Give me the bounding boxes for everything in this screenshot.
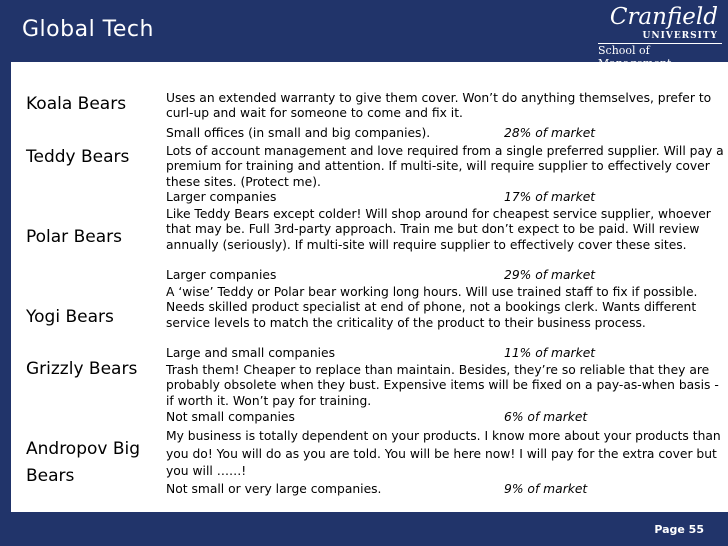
segment-companies: Large and small companies — [166, 346, 335, 360]
segment-name: Grizzly Bears — [26, 359, 138, 379]
segment-description: Uses an extended warranty to give them c… — [166, 91, 712, 121]
segment-stats: Small offices (in small and big companie… — [166, 126, 728, 141]
cranfield-logo: Cranfield UNIVERSITY School of Managemen… — [598, 4, 722, 70]
slide-header: Global Tech Cranfield UNIVERSITY School … — [0, 0, 728, 70]
segment-stats: Larger companies 29% of market — [166, 268, 728, 283]
segment-stats: Not small or very large companies. 9% of… — [166, 482, 728, 497]
segment-stats: Not small companies 6% of market — [166, 410, 728, 425]
left-accent-bar — [0, 62, 11, 512]
segment-market-share: 11% of market — [504, 346, 596, 360]
segment-description: My business is totally dependent on your… — [166, 429, 721, 478]
segment-market-share: 17% of market — [504, 190, 596, 204]
segment-companies: Small offices (in small and big companie… — [166, 126, 431, 140]
segment-name: Andropov Big Bears — [26, 439, 141, 486]
logo-brand: Cranfield — [609, 4, 718, 30]
segment-name: Teddy Bears — [26, 147, 130, 167]
segment-description: Like Teddy Bears except colder! Will sho… — [166, 207, 711, 252]
segment-description: Lots of account management and love requ… — [166, 144, 724, 189]
segment-description: Trash them! Cheaper to replace than main… — [166, 363, 719, 408]
logo-university: UNIVERSITY — [642, 31, 718, 41]
segment-market-share: 6% of market — [504, 410, 588, 424]
segment-market-share: 28% of market — [504, 126, 596, 140]
segment-description: A ‘wise’ Teddy or Polar bear working lon… — [166, 285, 698, 330]
segment-stats: Larger companies 17% of market — [166, 190, 728, 205]
segment-companies: Not small companies — [166, 410, 295, 424]
segment-companies: Not small or very large companies. — [166, 482, 382, 496]
segment-name: Koala Bears — [26, 94, 127, 114]
segment-name: Yogi Bears — [26, 307, 114, 327]
segment-companies: Larger companies — [166, 268, 277, 282]
slide-title: Global Tech — [22, 17, 154, 42]
slide-footer: Page 55 — [0, 512, 728, 546]
segment-market-share: 29% of market — [504, 268, 596, 282]
segment-stats: Large and small companies 11% of market — [166, 346, 728, 361]
logo-divider — [598, 43, 722, 44]
logo-school: School of Management — [598, 44, 672, 70]
page-number: Page 55 — [654, 523, 704, 536]
segment-name: Polar Bears — [26, 227, 122, 247]
segment-companies: Larger companies — [166, 190, 277, 204]
segment-market-share: 9% of market — [504, 482, 588, 496]
